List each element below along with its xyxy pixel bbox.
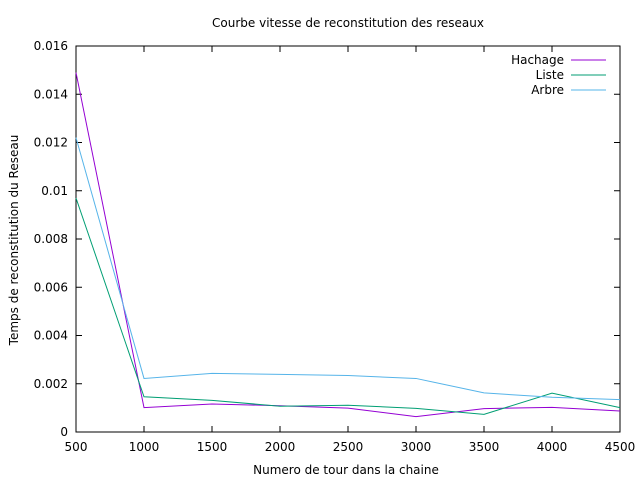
- y-tick-label: 0.002: [34, 377, 68, 391]
- series-lines: [75, 72, 621, 418]
- y-tick-label: 0.008: [34, 232, 68, 246]
- x-tick-label: 500: [65, 440, 88, 454]
- series-line-hachage: [75, 72, 621, 418]
- plot-frame: [75, 45, 621, 433]
- y-tick-label: 0.006: [34, 280, 68, 294]
- x-tick-label: 2000: [265, 440, 296, 454]
- legend-label: Liste: [536, 68, 564, 82]
- x-tick-label: 3500: [469, 440, 500, 454]
- y-tick-label: 0: [60, 425, 68, 439]
- y-tick-label: 0.004: [34, 329, 68, 343]
- series-line-arbre: [75, 137, 621, 401]
- x-tick-label: 1000: [129, 440, 160, 454]
- y-axis-label: Temps de reconstitution du Reseau: [7, 135, 21, 347]
- chart-title: Courbe vitesse de reconstitution des res…: [212, 16, 484, 30]
- x-tick-label: 3000: [401, 440, 432, 454]
- legend-label: Arbre: [531, 83, 564, 97]
- y-tick-label: 0.016: [34, 39, 68, 53]
- y-tick-label: 0.014: [34, 87, 68, 101]
- x-tick-label: 4500: [605, 440, 636, 454]
- y-axis-ticks: 0 0.002 0.004 0.006 0.008 0.01 0.012 0.014 0.016: [34, 39, 620, 439]
- x-axis-ticks: 500 1000 1500 2000 2500 3000 3500 4000 4500: [65, 46, 636, 454]
- legend-label: Hachage: [511, 53, 564, 67]
- y-tick-label: 0.01: [41, 184, 68, 198]
- x-axis-label: Numero de tour dans la chaine: [253, 463, 439, 477]
- x-tick-label: 2500: [333, 440, 364, 454]
- y-tick-label: 0.012: [34, 136, 68, 150]
- x-tick-label: 1500: [197, 440, 228, 454]
- series-line-liste: [75, 197, 621, 415]
- x-tick-label: 4000: [537, 440, 568, 454]
